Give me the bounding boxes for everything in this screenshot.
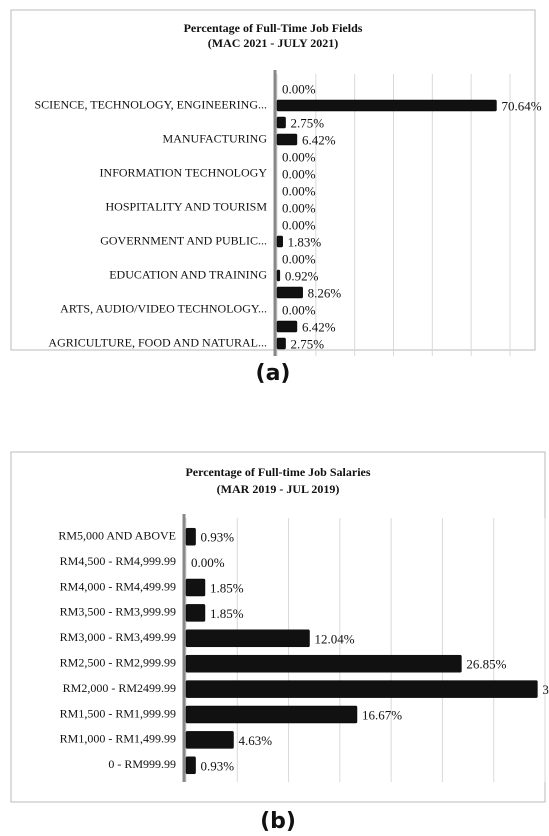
- value-label: 0.92%: [285, 268, 319, 283]
- value-label: 0.00%: [282, 183, 316, 198]
- bar: [185, 731, 234, 749]
- bar: [276, 269, 281, 282]
- category-label: EDUCATION AND TRAINING: [109, 267, 267, 281]
- chart-subtitle: (MAR 2019 - JUL 2019): [217, 482, 340, 496]
- bar: [185, 705, 358, 724]
- value-label: 0.00%: [282, 302, 316, 317]
- value-label: 0.00%: [282, 81, 316, 96]
- value-label: 0.00%: [282, 166, 316, 181]
- category-label: RM5,000 AND ABOVE: [58, 528, 176, 542]
- chart-title: Percentage of Full-time Job Salaries: [185, 465, 370, 479]
- category-label: INFORMATION TECHNOLOGY: [100, 165, 268, 179]
- bar: [276, 337, 286, 350]
- category-label: HOSPITALITY AND TOURISM: [106, 199, 268, 213]
- category-label: RM4,500 - RM4,999.99: [60, 554, 176, 568]
- bar: [185, 604, 206, 622]
- value-label: 0.00%: [191, 555, 225, 570]
- category-label: SCIENCE, TECHNOLOGY, ENGINEERING...: [34, 97, 267, 111]
- category-label: ARTS, AUDIO/VIDEO TECHNOLOGY...: [60, 301, 267, 315]
- value-label: 4.63%: [238, 733, 272, 748]
- bar: [185, 629, 310, 648]
- value-label: 8.26%: [308, 285, 342, 300]
- value-label: 2.75%: [291, 115, 325, 130]
- bar: [276, 235, 283, 248]
- bar: [185, 527, 196, 546]
- value-label: 1.83%: [288, 234, 322, 249]
- category-label: 0 - RM999.99: [108, 757, 176, 771]
- value-label: 0.93%: [201, 758, 235, 773]
- category-label: GOVERNMENT AND PUBLIC...: [100, 233, 267, 247]
- value-label: 0.00%: [282, 217, 316, 232]
- category-label: RM3,500 - RM3,999.99: [60, 605, 176, 619]
- bar: [276, 320, 298, 333]
- bar: [276, 99, 497, 112]
- bar: [185, 654, 462, 673]
- caption: (a): [256, 361, 291, 386]
- category-label: RM1,000 - RM1,499.99: [60, 732, 176, 746]
- category-label: RM2,000 - RM2499.99: [63, 681, 176, 695]
- value-label: 2.75%: [291, 336, 325, 351]
- bar: [185, 756, 196, 775]
- category-label: MANUFACTURING: [163, 131, 268, 145]
- value-label: 0.00%: [282, 149, 316, 164]
- value-label: 0.93%: [201, 530, 235, 545]
- chart-title: Percentage of Full-Time Job Fields: [184, 21, 363, 35]
- bar: [185, 578, 206, 597]
- value-label: 70.64%: [501, 98, 541, 113]
- chart-frame: [10, 451, 546, 803]
- value-label: 34.26%: [542, 682, 549, 697]
- value-label: 12.04%: [314, 631, 354, 646]
- category-label: AGRICULTURE, FOOD AND NATURAL...: [48, 335, 267, 349]
- bar: [276, 116, 286, 129]
- value-label: 16.67%: [362, 707, 402, 722]
- value-label: 6.42%: [302, 319, 336, 334]
- value-label: 6.42%: [302, 132, 336, 147]
- category-label: RM4,000 - RM4,499.99: [60, 579, 176, 593]
- value-label: 1.85%: [210, 580, 244, 595]
- chart-subtitle: (MAC 2021 - JULY 2021): [208, 36, 338, 50]
- bar: [276, 133, 298, 146]
- category-label: RM2,500 - RM2,999.99: [60, 655, 176, 669]
- value-label: 26.85%: [466, 657, 506, 672]
- caption: (b): [260, 809, 296, 834]
- category-label: RM1,500 - RM1,999.99: [60, 706, 176, 720]
- category-label: RM3,000 - RM3,499.99: [60, 630, 176, 644]
- chart-frame: [10, 9, 536, 351]
- bar: [185, 680, 538, 698]
- bar: [276, 286, 303, 299]
- value-label: 0.00%: [282, 200, 316, 215]
- value-label: 0.00%: [282, 251, 316, 266]
- value-label: 1.85%: [210, 606, 244, 621]
